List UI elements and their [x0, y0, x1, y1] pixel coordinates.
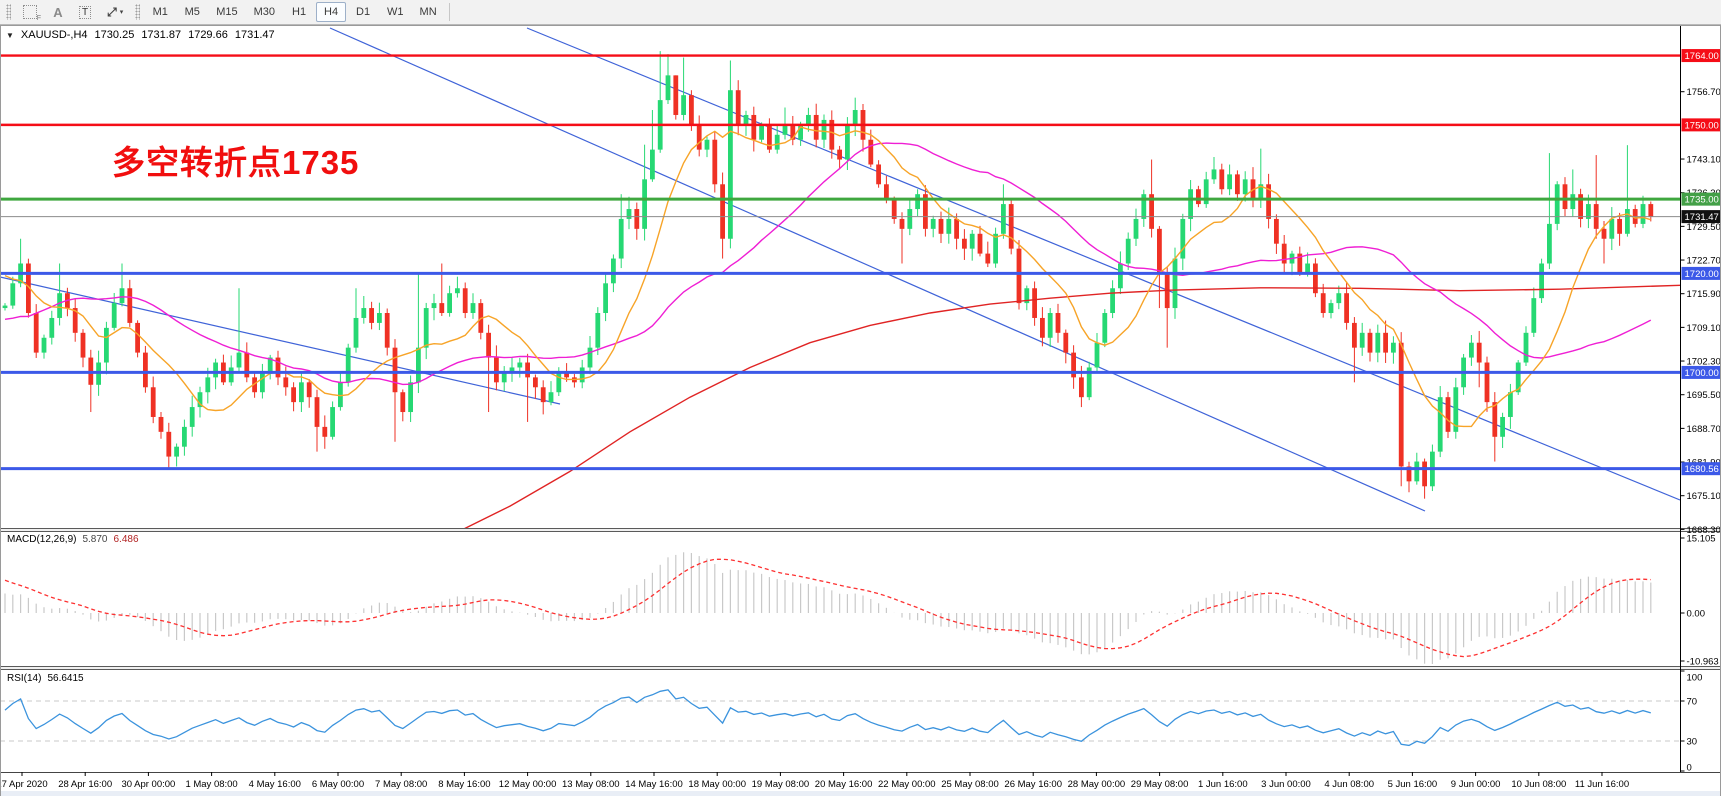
- svg-text:19 May 08:00: 19 May 08:00: [752, 779, 810, 790]
- timeframe-button-m30[interactable]: M30: [247, 2, 282, 22]
- chart-window: 1756.701743.101736.301729.501722.701715.…: [0, 25, 1721, 796]
- svg-text:1750.00: 1750.00: [1685, 120, 1719, 131]
- svg-text:15.105: 15.105: [1687, 534, 1716, 545]
- ohlc-low: 1729.66: [188, 29, 228, 41]
- ohlc-high: 1731.87: [141, 29, 182, 41]
- label-tool-icon[interactable]: T: [72, 2, 98, 22]
- svg-text:10 Jun 08:00: 10 Jun 08:00: [1511, 779, 1566, 790]
- insert-text-icon[interactable]: A: [46, 2, 70, 22]
- svg-text:0: 0: [1687, 763, 1692, 774]
- svg-text:6 May 00:00: 6 May 00:00: [312, 779, 364, 790]
- svg-text:100: 100: [1687, 673, 1703, 684]
- svg-text:14 May 16:00: 14 May 16:00: [625, 779, 683, 790]
- rsi-value: 56.6415: [47, 673, 84, 684]
- svg-text:1729.50: 1729.50: [1687, 222, 1721, 233]
- macd-value-signal: 6.486: [113, 534, 139, 545]
- svg-text:18 May 00:00: 18 May 00:00: [688, 779, 746, 790]
- horizontal-levels[interactable]: [0, 54, 1680, 471]
- svg-text:26 May 16:00: 26 May 16:00: [1004, 779, 1062, 790]
- svg-text:1756.70: 1756.70: [1687, 87, 1721, 98]
- svg-text:11 Jun 16:00: 11 Jun 16:00: [1575, 779, 1629, 790]
- svg-text:1731.47: 1731.47: [1685, 212, 1719, 223]
- svg-text:12 May 00:00: 12 May 00:00: [499, 779, 557, 790]
- svg-text:20 May 16:00: 20 May 16:00: [815, 779, 873, 790]
- svg-text:8 May 16:00: 8 May 16:00: [438, 779, 490, 790]
- svg-text:1735.00: 1735.00: [1685, 195, 1719, 206]
- rsi-name: RSI(14): [7, 673, 42, 684]
- toolbar-grip[interactable]: [6, 4, 11, 20]
- pointer-box-glyph: F: [23, 5, 41, 22]
- svg-text:1680.56: 1680.56: [1685, 464, 1719, 475]
- svg-text:28 May 00:00: 28 May 00:00: [1068, 779, 1126, 790]
- chart-canvas[interactable]: 1756.701743.101736.301729.501722.701715.…: [0, 25, 1721, 796]
- svg-text:27 Apr 2020: 27 Apr 2020: [0, 779, 48, 790]
- chart-annotation-text[interactable]: 多空转折点1735: [112, 144, 360, 181]
- macd-signal-line[interactable]: [4, 558, 1651, 658]
- svg-text:28 Apr 16:00: 28 Apr 16:00: [58, 779, 112, 790]
- svg-text:22 May 00:00: 22 May 00:00: [878, 779, 936, 790]
- timeframe-button-m5[interactable]: M5: [177, 2, 207, 22]
- timeframe-button-m1[interactable]: M1: [145, 2, 175, 22]
- svg-text:29 May 08:00: 29 May 08:00: [1131, 779, 1189, 790]
- timeframe-button-mn[interactable]: MN: [413, 2, 444, 22]
- timeframe-button-w1[interactable]: W1: [380, 2, 411, 22]
- rsi-levels: [0, 700, 1680, 742]
- svg-text:1668.30: 1668.30: [1687, 525, 1721, 536]
- svg-text:1688.70: 1688.70: [1687, 424, 1721, 435]
- toolbar-separator: [448, 3, 450, 21]
- svg-text:3 Jun 00:00: 3 Jun 00:00: [1261, 779, 1311, 790]
- svg-text:1 May 08:00: 1 May 08:00: [185, 779, 237, 790]
- svg-text:1743.10: 1743.10: [1687, 155, 1721, 166]
- medium-ma-line[interactable]: [4, 142, 1652, 386]
- svg-text:30 Apr 00:00: 30 Apr 00:00: [121, 779, 175, 790]
- timeframe-button-m15[interactable]: M15: [209, 2, 244, 22]
- svg-text:-10.963: -10.963: [1687, 657, 1719, 668]
- svg-text:9 Jun 00:00: 9 Jun 00:00: [1451, 779, 1501, 790]
- macd-name: MACD(12,26,9): [7, 534, 77, 545]
- rsi-line[interactable]: [4, 689, 1651, 747]
- dropdown-caret-icon: ▾: [119, 9, 124, 16]
- timeframe-button-d1[interactable]: D1: [348, 2, 378, 22]
- toolbar-grip[interactable]: [135, 4, 141, 20]
- timeframe-button-h4[interactable]: H4: [316, 2, 347, 22]
- svg-text:1 Jun 16:00: 1 Jun 16:00: [1198, 779, 1248, 790]
- svg-text:1709.10: 1709.10: [1687, 323, 1721, 334]
- svg-text:13 May 08:00: 13 May 08:00: [562, 779, 620, 790]
- svg-text:1700.00: 1700.00: [1685, 368, 1719, 379]
- svg-text:5 Jun 16:00: 5 Jun 16:00: [1388, 779, 1438, 790]
- macd-value-main: 5.870: [82, 534, 108, 545]
- svg-text:1695.50: 1695.50: [1687, 390, 1721, 401]
- svg-text:70: 70: [1687, 697, 1698, 708]
- macd-histogram: [4, 552, 1652, 664]
- svg-text:4 Jun 08:00: 4 Jun 08:00: [1324, 779, 1374, 790]
- pointer-box-icon[interactable]: F: [16, 2, 44, 22]
- toolbar: F A T ⤢ ▾ M1 M5 M15 M30 H1 H4 D1 W1 MN: [0, 0, 1721, 25]
- svg-text:1764.00: 1764.00: [1685, 51, 1719, 62]
- svg-text:1675.10: 1675.10: [1687, 491, 1721, 502]
- timeframe-button-h1[interactable]: H1: [284, 2, 314, 22]
- svg-text:1720.00: 1720.00: [1685, 269, 1719, 280]
- svg-text:30: 30: [1687, 737, 1698, 748]
- price-axis[interactable]: 1756.701743.101736.301729.501722.701715.…: [1680, 25, 1721, 774]
- svg-text:7 May 08:00: 7 May 08:00: [375, 779, 427, 790]
- slow-ma-line[interactable]: [390, 284, 1680, 560]
- chart-title[interactable]: ▼ XAUUSD-,H4 1730.25 1731.87 1729.66 173…: [6, 29, 275, 41]
- rsi-label: RSI(14) 56.6415: [7, 673, 84, 684]
- macd-label: MACD(12,26,9) 5.870 6.486: [7, 534, 139, 545]
- svg-text:25 May 08:00: 25 May 08:00: [941, 779, 999, 790]
- svg-text:1702.30: 1702.30: [1687, 357, 1721, 368]
- svg-text:0.00: 0.00: [1687, 609, 1706, 620]
- ohlc-open: 1730.25: [94, 29, 135, 41]
- time-axis[interactable]: 27 Apr 2020 28 Apr 16:00 30 Apr 00:00 1 May…: [0, 772, 1721, 790]
- svg-text:1722.70: 1722.70: [1687, 256, 1721, 267]
- trendlines[interactable]: [0, 27, 1680, 512]
- chart-symbol: XAUUSD-,H4: [20, 29, 88, 41]
- svg-text:1715.90: 1715.90: [1687, 289, 1721, 300]
- line-tools-icon[interactable]: ⤢ ▾: [100, 2, 130, 22]
- ohlc-close: 1731.47: [234, 29, 275, 41]
- symbol-dropdown-icon[interactable]: ▼: [6, 30, 14, 40]
- svg-text:4 May 16:00: 4 May 16:00: [249, 779, 301, 790]
